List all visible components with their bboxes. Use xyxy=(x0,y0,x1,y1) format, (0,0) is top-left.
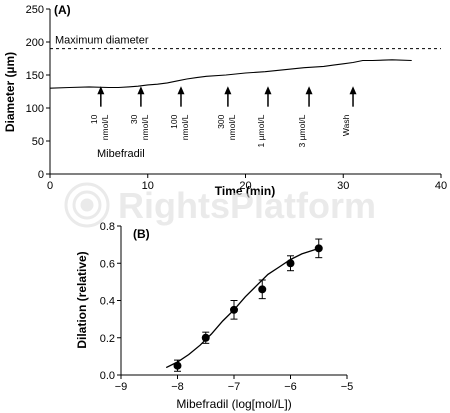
panel-a-x-label: Time (min) xyxy=(215,184,275,198)
panel-b-y-tick-label: 0.2 xyxy=(100,333,115,345)
panel-a-x-tick-label: 40 xyxy=(435,180,447,192)
data-point xyxy=(258,285,267,294)
dose-arrow-head xyxy=(97,86,105,95)
panel-a-ticks: 0 10 20 30 40 0 50 100 150 200 250 xyxy=(26,4,447,192)
data-point xyxy=(173,361,182,370)
dose-label: Wash xyxy=(341,114,351,136)
panel-b-y-tick-label: 0.6 xyxy=(100,258,115,270)
dose-annotations: 10 nmol/L 30 nmol/L 100 nmol/L 300 nmol/L 1 µmol… xyxy=(89,86,357,147)
panel-a-x-tick-label: 0 xyxy=(47,180,53,192)
dose-label: nmol/L xyxy=(227,114,237,140)
panel-a-y-tick-label: 0 xyxy=(38,169,44,181)
panel-b-x-tick-label: −8 xyxy=(171,381,184,393)
dose-arrow-head xyxy=(264,86,272,95)
dose-label: 10 xyxy=(89,114,99,124)
panel-b-x-tick-label: −6 xyxy=(284,381,297,393)
dose-label: 3 µmol/L xyxy=(297,114,307,147)
panel-a-y-tick-label: 100 xyxy=(26,103,44,115)
watermark-text: RightsPlatform xyxy=(118,185,376,226)
panel-b-y-tick-label: 0.4 xyxy=(100,296,115,308)
watermark-logo-icon xyxy=(64,182,110,228)
panel-a-x-tick-label: 10 xyxy=(142,180,154,192)
data-point xyxy=(230,305,238,314)
drug-label: Mibefradil xyxy=(97,148,145,160)
panel-b-y-tick-label: 0.8 xyxy=(100,221,115,233)
panel-a-x-tick-label: 20 xyxy=(239,180,251,192)
panel-b: (B) Dilation (relative) Mibefradil (log[… xyxy=(75,221,353,411)
dose-arrow-head xyxy=(305,86,313,95)
data-point xyxy=(286,259,295,268)
panel-a-y-tick-label: 50 xyxy=(32,136,44,148)
panel-a-y-label: Diameter (µm) xyxy=(3,52,17,132)
dose-label: nmol/L xyxy=(180,114,190,140)
dose-label: nmol/L xyxy=(100,114,110,140)
panel-b-ticks: −9 −8 −7 −6 −5 0.0 0.2 0.4 0.6 0.8 xyxy=(100,221,354,393)
dose-arrow-head xyxy=(224,86,232,95)
dose-label: 1 µmol/L xyxy=(256,114,266,147)
panel-b-x-tick-label: −9 xyxy=(115,381,128,393)
panel-b-y-tick-label: 0.0 xyxy=(100,370,115,382)
max-diameter-label: Maximum diameter xyxy=(55,35,149,47)
panel-b-label: (B) xyxy=(133,227,150,241)
dose-label: 100 xyxy=(169,114,179,128)
data-point xyxy=(201,333,210,342)
dose-arrow-head xyxy=(177,86,185,95)
panel-a: (A) Maximum diameter Diameter (µm) Time … xyxy=(3,3,447,198)
sigmoid-fit-curve xyxy=(165,247,319,369)
panel-a-y-tick-label: 150 xyxy=(26,70,44,82)
panel-b-x-tick-label: −7 xyxy=(228,381,241,393)
dose-label: 300 xyxy=(216,114,226,128)
dose-arrow-head xyxy=(349,86,357,95)
dose-arrow-head xyxy=(137,86,145,95)
dose-label: nmol/L xyxy=(140,114,150,140)
data-point xyxy=(314,244,323,253)
diameter-trace xyxy=(49,59,412,89)
panel-a-label: (A) xyxy=(54,3,71,17)
watermark: RightsPlatform xyxy=(64,182,376,228)
panel-b-x-tick-label: −5 xyxy=(341,381,354,393)
panel-b-y-label: Dilation (relative) xyxy=(75,251,89,348)
panel-b-x-label: Mibefradil (log[mol/L]) xyxy=(176,397,291,411)
dose-label: 30 xyxy=(129,114,139,124)
panel-a-y-tick-label: 200 xyxy=(26,37,44,49)
panel-a-y-tick-label: 250 xyxy=(26,4,44,16)
panel-a-x-tick-label: 30 xyxy=(337,180,349,192)
dose-response-points xyxy=(173,238,323,372)
